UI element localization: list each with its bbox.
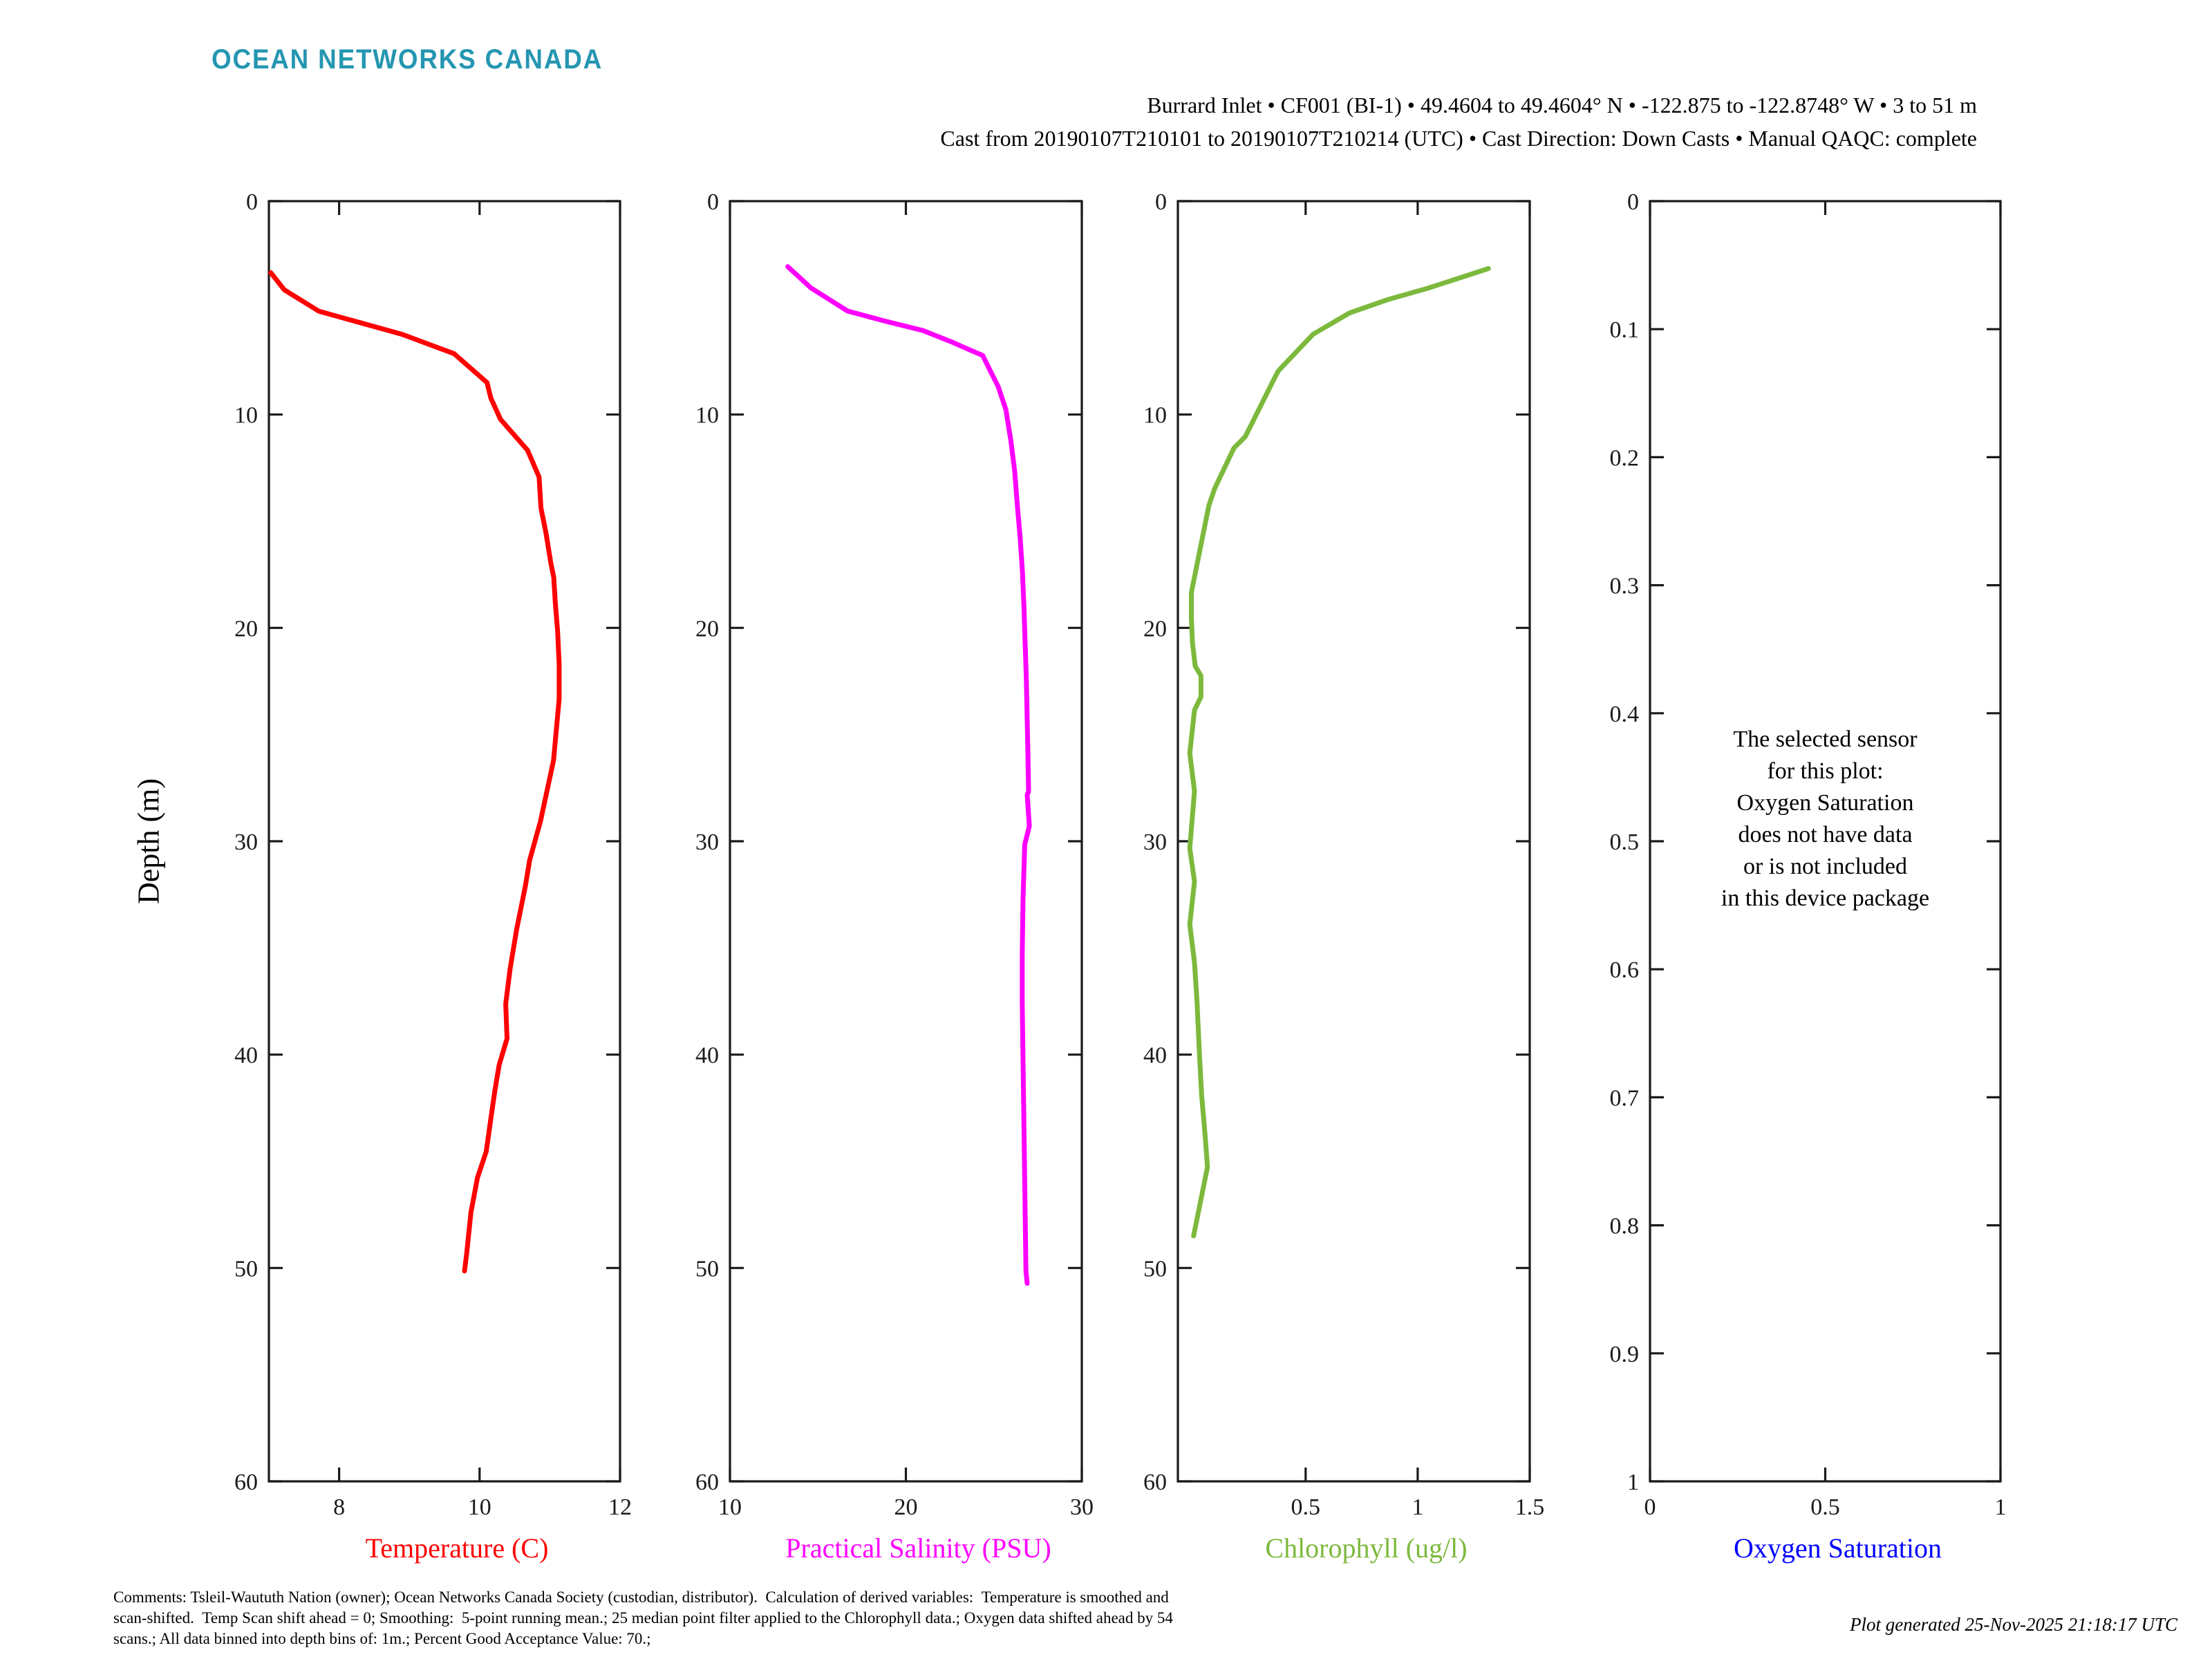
svg-text:20: 20 bbox=[894, 1494, 918, 1520]
svg-text:0.3: 0.3 bbox=[1610, 574, 1640, 599]
svg-text:10: 10 bbox=[718, 1494, 742, 1520]
svg-text:0: 0 bbox=[707, 189, 719, 215]
svg-text:40: 40 bbox=[695, 1043, 719, 1069]
svg-text:0.5: 0.5 bbox=[1291, 1494, 1321, 1520]
svg-text:0.5: 0.5 bbox=[1610, 830, 1640, 855]
svg-text:40: 40 bbox=[1143, 1043, 1167, 1069]
svg-text:60: 60 bbox=[695, 1470, 719, 1495]
svg-text:20: 20 bbox=[1143, 616, 1167, 641]
svg-text:0.6: 0.6 bbox=[1610, 957, 1640, 983]
svg-text:8: 8 bbox=[333, 1494, 345, 1520]
svg-text:0.1: 0.1 bbox=[1610, 317, 1640, 343]
svg-text:0.7: 0.7 bbox=[1610, 1085, 1640, 1111]
svg-text:10: 10 bbox=[1143, 403, 1167, 429]
svg-text:1: 1 bbox=[1627, 1470, 1639, 1495]
svg-text:1.5: 1.5 bbox=[1515, 1494, 1545, 1520]
svg-text:1: 1 bbox=[1995, 1494, 2007, 1520]
svg-text:30: 30 bbox=[1070, 1494, 1094, 1520]
svg-text:Practical Salinity (PSU): Practical Salinity (PSU) bbox=[785, 1533, 1051, 1564]
svg-text:The selected sensor: The selected sensor bbox=[1733, 727, 1918, 752]
svg-text:20: 20 bbox=[695, 616, 719, 641]
svg-text:30: 30 bbox=[234, 830, 258, 855]
svg-text:0.5: 0.5 bbox=[1810, 1494, 1840, 1520]
svg-text:50: 50 bbox=[234, 1256, 258, 1282]
svg-text:Oxygen Saturation: Oxygen Saturation bbox=[1734, 1533, 1942, 1564]
svg-text:1: 1 bbox=[1412, 1494, 1423, 1520]
svg-text:0: 0 bbox=[246, 189, 258, 215]
svg-text:10: 10 bbox=[234, 403, 258, 429]
svg-text:10: 10 bbox=[468, 1494, 491, 1520]
svg-text:12: 12 bbox=[608, 1494, 632, 1520]
svg-text:50: 50 bbox=[695, 1256, 719, 1282]
svg-text:30: 30 bbox=[1143, 830, 1167, 855]
svg-text:60: 60 bbox=[234, 1470, 258, 1495]
svg-text:for this plot:: for this plot: bbox=[1767, 758, 1883, 784]
svg-text:0.9: 0.9 bbox=[1610, 1342, 1640, 1367]
svg-text:10: 10 bbox=[695, 403, 719, 429]
svg-text:0: 0 bbox=[1644, 1494, 1656, 1520]
svg-text:Oxygen Saturation: Oxygen Saturation bbox=[1737, 790, 1914, 816]
svg-text:20: 20 bbox=[234, 616, 258, 641]
svg-text:0: 0 bbox=[1155, 189, 1167, 215]
svg-text:50: 50 bbox=[1143, 1256, 1167, 1282]
svg-text:in this device package: in this device package bbox=[1721, 885, 1929, 911]
svg-text:does not have data: does not have data bbox=[1738, 822, 1912, 847]
svg-text:Temperature (C): Temperature (C) bbox=[366, 1533, 549, 1564]
svg-text:30: 30 bbox=[695, 830, 719, 855]
svg-text:40: 40 bbox=[234, 1043, 258, 1069]
svg-text:0.4: 0.4 bbox=[1610, 702, 1640, 727]
svg-text:0.8: 0.8 bbox=[1610, 1214, 1640, 1239]
svg-text:Chlorophyll (ug/l): Chlorophyll (ug/l) bbox=[1265, 1533, 1467, 1564]
svg-text:60: 60 bbox=[1143, 1470, 1167, 1495]
svg-text:0: 0 bbox=[1627, 189, 1639, 215]
svg-text:0.2: 0.2 bbox=[1610, 445, 1640, 471]
svg-text:or is not included: or is not included bbox=[1743, 854, 1907, 879]
